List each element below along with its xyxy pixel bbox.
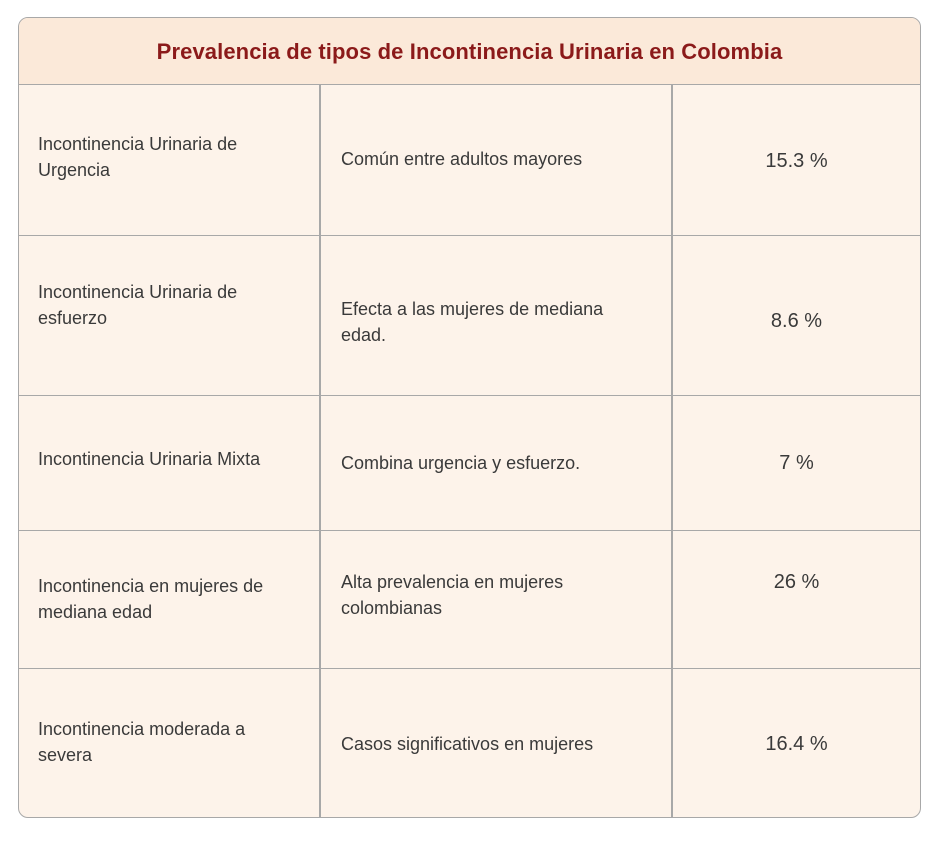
prevalence-cell: 26 % xyxy=(773,571,820,593)
incontinence-type-cell: Incontinencia en mujeres de mediana edad xyxy=(19,531,321,668)
incontinence-type-cell: Incontinencia Urinaria de esfuerzo xyxy=(19,236,321,395)
table-title: Prevalencia de tipos de Incontinencia Ur… xyxy=(156,39,783,64)
prevalence-table: Prevalencia de tipos de Incontinencia Ur… xyxy=(18,17,921,818)
prevalence-cell: 16.4 % xyxy=(765,733,828,755)
incontinence-type-cell: Incontinencia Urinaria de Urgencia xyxy=(19,85,321,235)
prevalence-cell: 8.6 % xyxy=(770,310,823,332)
table-row: Incontinencia Urinaria Mixta Combina urg… xyxy=(19,396,920,531)
prevalence-cell: 15.3 % xyxy=(765,150,828,172)
description-cell: Común entre adultos mayores xyxy=(321,85,673,235)
description-cell: Casos significativos en mujeres xyxy=(321,669,673,817)
table-title-bar: Prevalencia de tipos de Incontinencia Ur… xyxy=(19,18,920,85)
prevalence-cell: 7 % xyxy=(779,452,814,474)
table-body: Incontinencia Urinaria de Urgencia Común… xyxy=(19,85,920,817)
description-cell: Efecta a las mujeres de mediana edad. xyxy=(321,236,673,395)
table-row: Incontinencia Urinaria de esfuerzo Efect… xyxy=(19,236,920,396)
table-row: Incontinencia Urinaria de Urgencia Común… xyxy=(19,85,920,236)
incontinence-type-cell: Incontinencia moderada a severa xyxy=(19,669,321,817)
table-row: Incontinencia en mujeres de mediana edad… xyxy=(19,531,920,669)
description-cell: Combina urgencia y esfuerzo. xyxy=(321,396,673,530)
incontinence-type-cell: Incontinencia Urinaria Mixta xyxy=(19,396,321,530)
description-cell: Alta prevalencia en mujeres colombianas xyxy=(321,531,673,668)
table-row: Incontinencia moderada a severa Casos si… xyxy=(19,669,920,817)
